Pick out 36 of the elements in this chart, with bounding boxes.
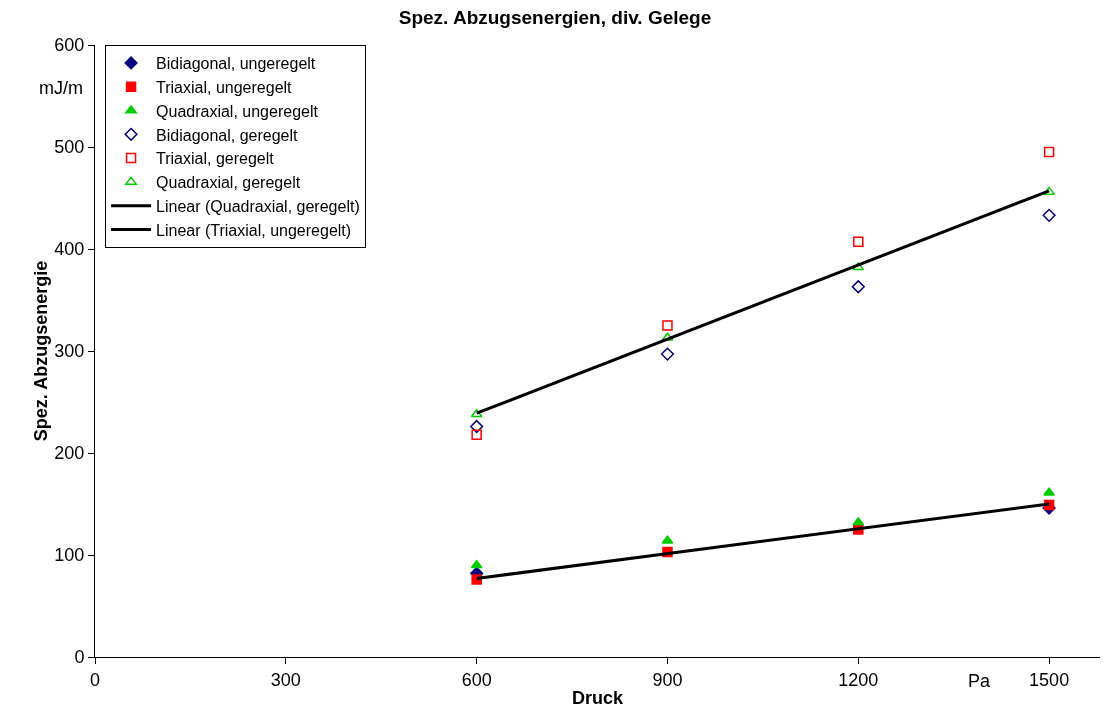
x-tick-label: 0 xyxy=(89,669,101,690)
legend-label: Linear (Triaxial, ungeregelt) xyxy=(156,221,352,239)
y-tick-label: 100 xyxy=(54,545,85,566)
y-tick-label: 500 xyxy=(54,137,85,158)
x-tick-label: 900 xyxy=(652,669,683,690)
legend-label: Quadraxial, ungeregelt xyxy=(156,102,319,120)
y-tick-label: 400 xyxy=(54,239,85,260)
x-tick-label: 1500 xyxy=(1029,669,1070,690)
x-tick-label: 600 xyxy=(461,669,492,690)
y-tick-label: 200 xyxy=(54,443,85,464)
y-tick-label: 300 xyxy=(54,341,85,362)
text: Pa xyxy=(968,671,992,691)
x-tick-label: 1200 xyxy=(838,669,879,690)
y-tick-label: 600 xyxy=(54,35,85,56)
text: mJ/m xyxy=(39,78,83,98)
point xyxy=(851,280,865,294)
legend-label: Triaxial, ungeregelt xyxy=(156,78,293,96)
legend-label: Triaxial, geregelt xyxy=(156,150,275,168)
legend-label: Bidiagonal, geregelt xyxy=(156,126,299,144)
legend-label: Bidiagonal, ungeregelt xyxy=(156,55,316,73)
legend-label: Linear (Quadraxial, geregelt) xyxy=(156,197,360,215)
legend-label: Quadraxial, geregelt xyxy=(156,174,301,192)
point xyxy=(470,408,483,418)
y-tick-label: 0 xyxy=(74,647,85,668)
point xyxy=(660,347,675,361)
chart-title: Spez. Abzugsenergien, div. Gelege xyxy=(398,7,712,29)
x-tick-label: 300 xyxy=(270,669,301,690)
point xyxy=(470,559,483,569)
point xyxy=(470,419,484,434)
point xyxy=(662,320,673,331)
point xyxy=(853,236,864,248)
point xyxy=(1042,208,1056,222)
x-axis-title: Druck xyxy=(571,687,624,708)
point xyxy=(471,429,482,440)
y-axis-title: Spez. Abzugsenergie xyxy=(30,260,51,442)
point xyxy=(1043,146,1055,158)
